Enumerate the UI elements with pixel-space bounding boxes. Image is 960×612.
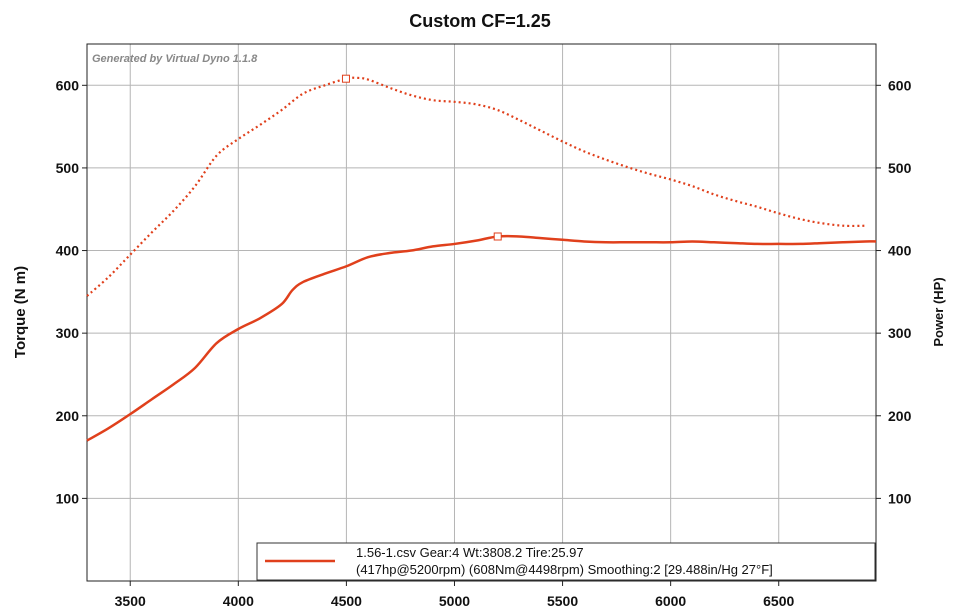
x-tick-label-4000: 4000 [223,593,254,609]
right-tick-label-300: 300 [888,325,912,341]
right-tick-label-500: 500 [888,160,912,176]
x-tick-label-3500: 3500 [115,593,146,609]
torque-peak-marker [341,74,350,83]
left-tick-label-200: 200 [56,408,80,424]
left-tick-label-100: 100 [56,490,80,506]
right-axis-ticks: 100 200 300 400 500 600 [876,77,912,506]
series-line-power [86,234,877,442]
x-tick-label-6500: 6500 [763,593,794,609]
legend-line-1: 1.56-1.csv Gear:4 Wt:3808.2 Tire:25.97 [356,545,584,560]
left-tick-label-400: 400 [56,243,80,259]
x-axis-ticks: 3500 4000 4500 5000 5500 6000 6500 [115,581,795,609]
x-tick-label-5500: 5500 [547,593,578,609]
left-tick-label-600: 600 [56,77,80,93]
plot-frame [86,43,877,582]
series-line-torque [86,76,866,297]
power-peak-marker [493,232,502,241]
chart-title: Custom CF=1.25 [409,11,551,31]
legend-box [256,542,876,581]
watermark-text: Generated by Virtual Dyno 1.1.8 [92,53,258,65]
right-tick-label-600: 600 [888,77,912,93]
x-tick-label-4500: 4500 [331,593,362,609]
right-tick-label-100: 100 [888,490,912,506]
right-tick-label-200: 200 [888,408,912,424]
left-axis-ticks: 100 200 300 400 500 600 [56,77,87,506]
legend-line-2: (417hp@5200rpm) (608Nm@4498rpm) Smoothin… [356,562,773,577]
x-tick-label-5000: 5000 [439,593,470,609]
x-tick-label-6000: 6000 [655,593,686,609]
right-tick-label-400: 400 [888,243,912,259]
left-tick-label-300: 300 [56,325,80,341]
right-axis-title: Power (HP) [931,277,946,346]
legend: 1.56-1.csv Gear:4 Wt:3808.2 Tire:25.97 (… [256,542,876,581]
left-tick-label-500: 500 [56,160,80,176]
grid-lines [87,44,876,581]
left-axis-title: Torque (N m) [12,266,29,358]
